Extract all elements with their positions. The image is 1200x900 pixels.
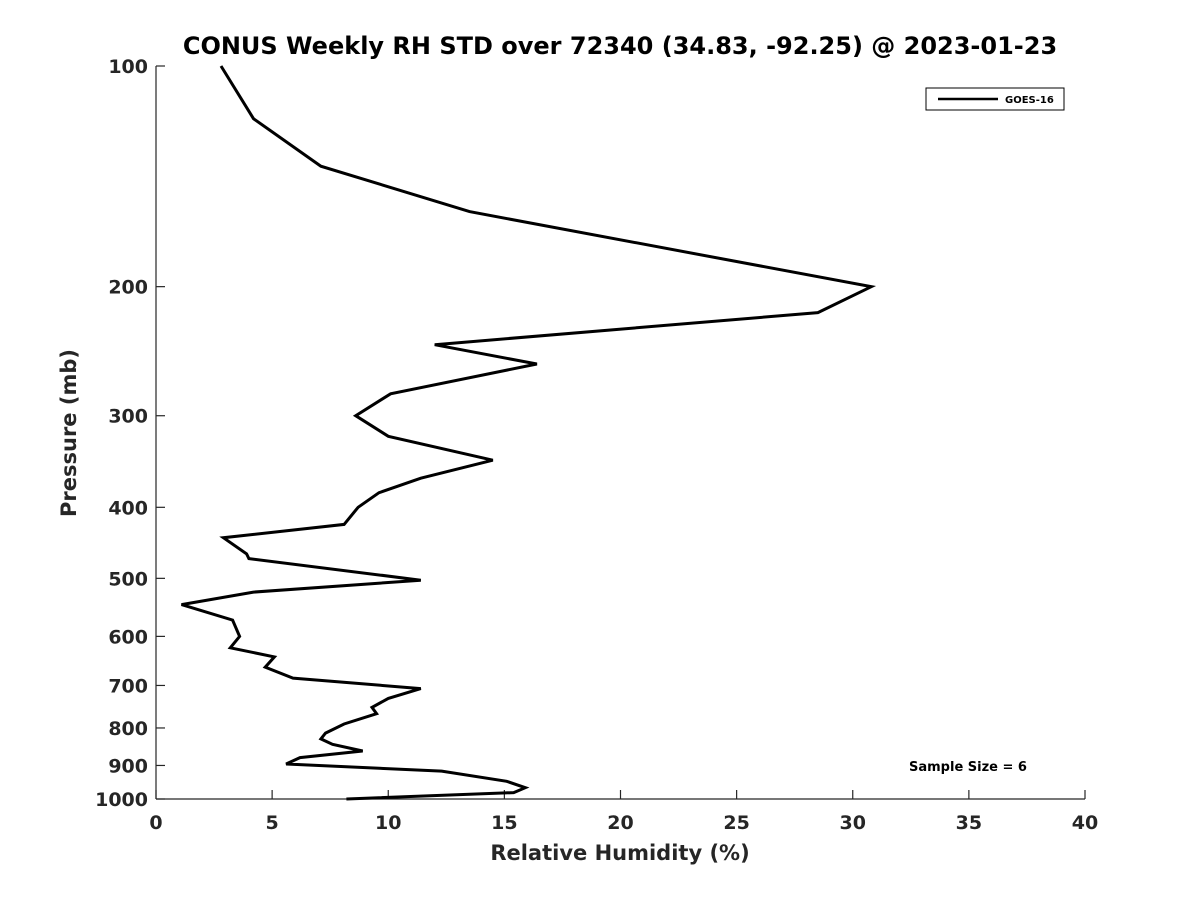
- x-tick-label: 30: [840, 812, 866, 834]
- x-tick-label: 35: [956, 812, 982, 834]
- y-tick-label: 300: [108, 406, 148, 428]
- legend-entry-goes-16: GOES-16: [1005, 95, 1054, 106]
- y-tick-label: 1000: [95, 789, 148, 811]
- y-tick-label: 600: [108, 626, 148, 648]
- series-layer: [181, 65, 877, 801]
- x-tick-label: 5: [266, 812, 279, 834]
- plot-area: 0 5 10 15 20 25 30 35 40 100 200 300 400 500 600 700 80…: [95, 56, 1098, 834]
- series-line-goes-16: [181, 65, 877, 801]
- x-tick-label: 40: [1072, 812, 1098, 834]
- y-tick-label: 400: [108, 497, 148, 519]
- y-tick-label: 100: [108, 56, 148, 78]
- chart-title: CONUS Weekly RH STD over 72340 (34.83, -…: [183, 32, 1057, 60]
- sample-size-annotation: Sample Size = 6: [909, 760, 1027, 775]
- x-tick-label: 0: [149, 812, 162, 834]
- x-ticks: 0 5 10 15 20 25 30 35 40: [149, 790, 1098, 834]
- y-ticks: 100 200 300 400 500 600 700 800 900 1000: [95, 56, 165, 811]
- y-tick-label: 700: [108, 675, 148, 697]
- y-tick-label: 800: [108, 718, 148, 740]
- y-tick-label: 900: [108, 755, 148, 777]
- legend: GOES-16: [925, 87, 1065, 111]
- x-tick-label: 15: [491, 812, 517, 834]
- x-tick-label: 25: [723, 812, 749, 834]
- x-axis-label: Relative Humidity (%): [490, 841, 749, 865]
- x-tick-label: 20: [607, 812, 633, 834]
- y-tick-label: 500: [108, 568, 148, 590]
- x-tick-label: 10: [375, 812, 401, 834]
- y-axis-label: Pressure (mb): [57, 349, 81, 517]
- y-tick-label: 200: [108, 277, 148, 299]
